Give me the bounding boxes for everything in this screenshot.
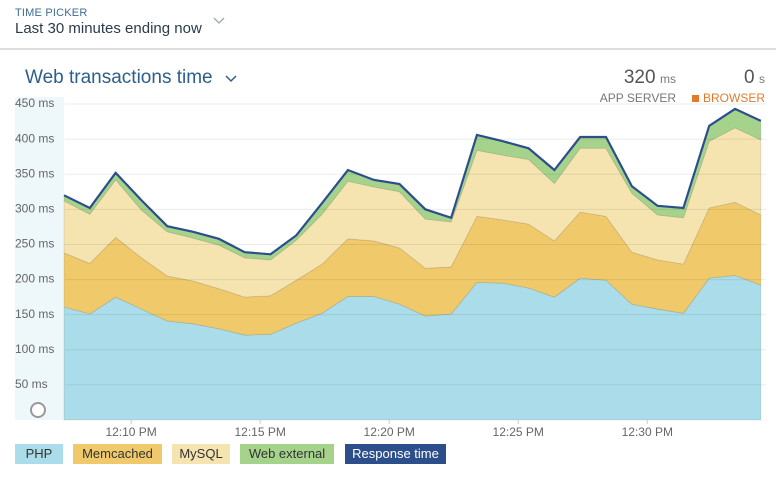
x-tick-label: 12:10 PM — [105, 425, 156, 439]
legend-item[interactable]: Memcached — [73, 444, 162, 464]
y-tick-label: 350 ms — [15, 166, 54, 180]
stat-app: 320 ms APP SERVER — [600, 67, 676, 105]
stat-browser: 0 s BROWSER — [691, 67, 765, 105]
area — [63, 274, 762, 421]
chart: 50 ms 100 ms 150 ms 200 ms 250 ms 300 ms 350 m… — [15, 96, 766, 439]
x-tick-label: 12:20 PM — [364, 425, 415, 439]
y-tick-label: 300 ms — [15, 202, 54, 216]
title-chevron[interactable] — [224, 74, 238, 84]
stat-unit: s — [759, 72, 765, 86]
picker-chevron[interactable] — [212, 16, 226, 26]
y-tick-label: 200 ms — [15, 272, 54, 286]
stat-label: APP SERVER — [599, 91, 676, 105]
legend-item[interactable]: Response time — [345, 444, 446, 464]
x-tick-label: 12:25 PM — [493, 425, 544, 439]
y-tick-label: 400 ms — [15, 131, 54, 145]
legend-item[interactable]: Web external — [240, 444, 334, 464]
y-tick-label: 100 ms — [15, 342, 54, 356]
stat-label-text: BROWSER — [702, 91, 765, 105]
history-fade — [15, 97, 65, 420]
stat-label: BROWSER — [691, 91, 765, 105]
stat-value: 320 — [623, 67, 656, 88]
stat-value: 0 — [743, 67, 755, 88]
legend-item[interactable]: MySQL — [172, 444, 230, 464]
header-divider — [0, 48, 776, 50]
y-tick-label: 450 ms — [15, 96, 54, 110]
x-tick-label: 12:15 PM — [234, 425, 285, 439]
chart-title[interactable]: Web transactions time — [25, 67, 213, 88]
y-tick-label: 250 ms — [15, 237, 54, 251]
stat-unit: ms — [660, 72, 676, 86]
picker-label: TIME PICKER — [15, 7, 88, 19]
history-toggle — [30, 402, 46, 418]
response-line — [63, 107, 762, 256]
picker-value[interactable]: Last 30 minutes ending now — [15, 20, 202, 37]
y-tick-label: 50 ms — [15, 377, 48, 391]
x-tick-label: 12:30 PM — [622, 425, 673, 439]
y-tick-label: 150 ms — [15, 307, 54, 321]
legend-item[interactable]: PHP — [15, 444, 63, 464]
